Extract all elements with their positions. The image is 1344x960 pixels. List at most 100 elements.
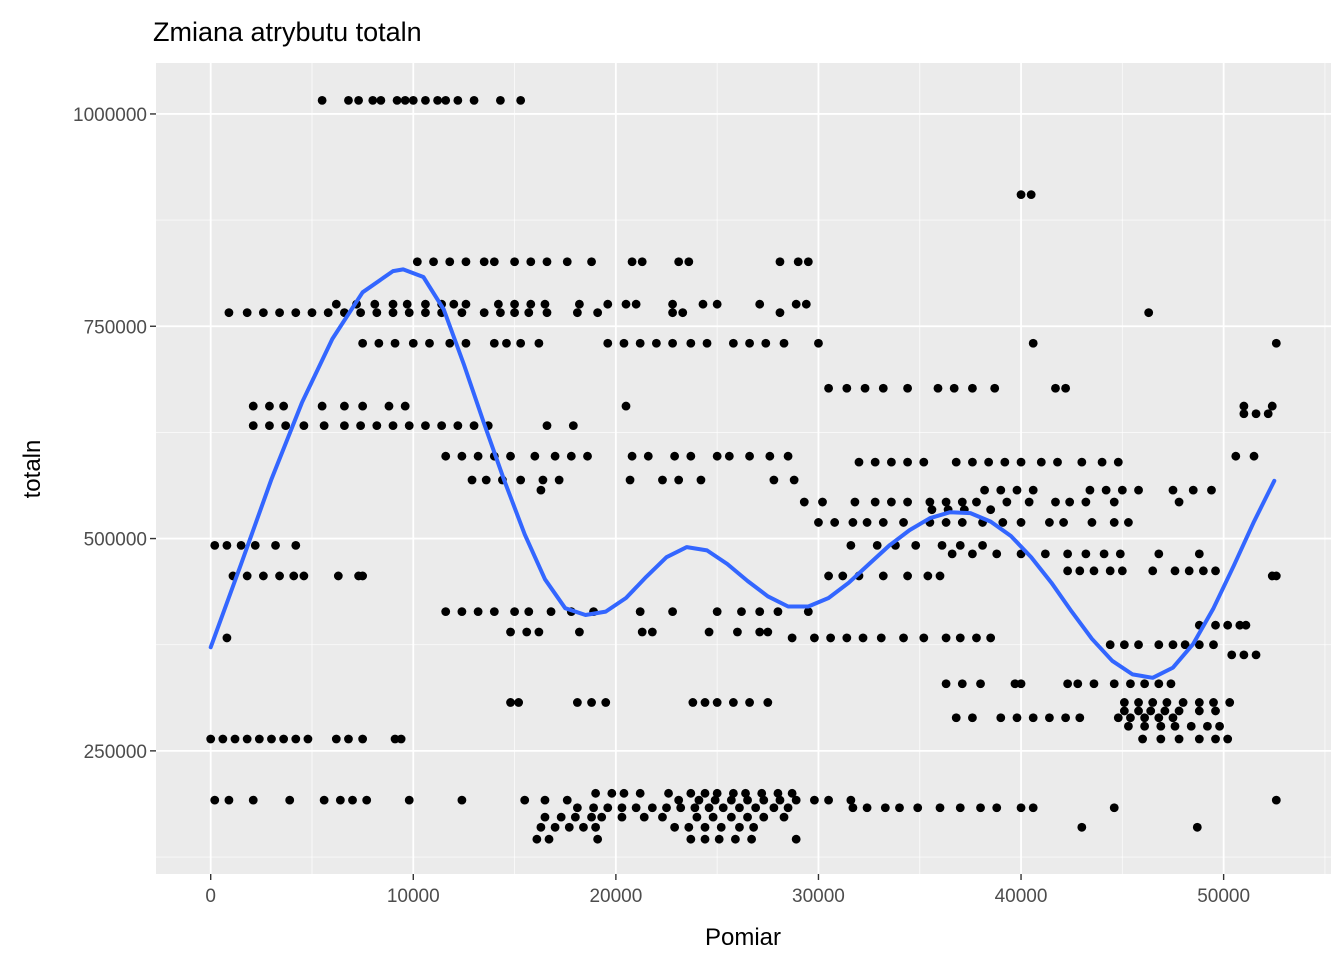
data-point: [842, 383, 852, 393]
data-point: [449, 299, 459, 309]
data-point: [404, 795, 414, 805]
data-point: [388, 299, 398, 309]
scatter-points: [206, 95, 1281, 844]
data-point: [1168, 485, 1178, 495]
data-point: [1126, 713, 1135, 723]
data-point: [514, 698, 524, 707]
data-point: [206, 734, 216, 744]
data-point: [1140, 679, 1150, 689]
data-point: [878, 571, 888, 581]
data-point: [702, 338, 712, 348]
data-point: [818, 497, 827, 507]
data-point: [1051, 383, 1060, 393]
data-point: [686, 451, 696, 461]
data-point: [803, 257, 813, 267]
data-point: [826, 633, 836, 643]
data-point: [1040, 549, 1050, 559]
data-point: [949, 383, 959, 393]
data-point: [299, 421, 309, 431]
data-point: [540, 812, 550, 822]
data-point: [441, 95, 451, 105]
plot-panel: [156, 63, 1331, 874]
data-point: [335, 795, 345, 805]
data-point: [210, 795, 220, 805]
data-point: [254, 734, 264, 744]
data-point: [745, 338, 754, 348]
data-point: [404, 308, 414, 318]
data-point: [1154, 679, 1164, 689]
data-point: [787, 788, 797, 798]
data-point: [481, 475, 491, 485]
data-point: [317, 401, 327, 411]
data-point: [1010, 679, 1020, 689]
data-point: [564, 822, 574, 832]
data-point: [469, 421, 479, 431]
data-point: [712, 607, 722, 616]
x-axis-title: Pomiar: [705, 924, 781, 951]
data-point: [1251, 650, 1261, 660]
data-point: [1016, 679, 1026, 689]
data-point: [467, 475, 477, 485]
data-point: [647, 803, 657, 813]
data-point: [625, 475, 635, 485]
data-point: [587, 812, 596, 822]
data-point: [978, 540, 987, 550]
data-point: [429, 257, 438, 267]
data-point: [1105, 640, 1115, 650]
data-point: [265, 421, 274, 431]
data-point: [1178, 698, 1188, 707]
data-point: [1144, 308, 1154, 318]
data-point: [637, 257, 647, 267]
data-point: [457, 451, 467, 461]
data-point: [530, 451, 540, 461]
data-point: [1148, 566, 1158, 576]
data-point: [372, 308, 382, 318]
data-point: [814, 338, 823, 348]
data-point: [1024, 497, 1034, 507]
data-point: [990, 383, 1000, 393]
data-point: [637, 627, 647, 637]
data-point: [1267, 401, 1277, 411]
data-point: [880, 803, 890, 813]
data-point: [242, 308, 252, 318]
data-point: [1097, 457, 1107, 467]
data-point: [550, 451, 560, 461]
data-point: [1192, 822, 1202, 832]
data-point: [627, 451, 637, 461]
data-point: [224, 795, 234, 805]
data-point: [878, 383, 888, 393]
data-point: [735, 822, 744, 832]
data-point: [210, 540, 220, 550]
data-point: [1063, 679, 1073, 689]
data-point: [1225, 698, 1235, 707]
data-point: [1271, 571, 1281, 581]
data-point: [1174, 734, 1184, 744]
data-point: [668, 308, 677, 318]
data-point: [250, 540, 260, 550]
data-point: [783, 451, 793, 461]
data-point: [651, 338, 661, 348]
data-point: [870, 497, 880, 507]
data-point: [899, 633, 908, 643]
data-point: [396, 734, 406, 744]
data-point: [737, 607, 746, 616]
data-point: [524, 607, 534, 616]
data-point: [433, 95, 442, 105]
data-point: [791, 834, 801, 844]
data-point: [421, 95, 430, 105]
data-point: [911, 540, 921, 550]
data-point: [1211, 706, 1220, 716]
data-point: [698, 299, 708, 309]
data-point: [976, 679, 985, 689]
data-point: [830, 518, 840, 527]
data-point: [759, 812, 769, 822]
data-point: [1188, 485, 1198, 495]
data-point: [218, 734, 228, 744]
data-point: [265, 401, 274, 411]
data-point: [469, 95, 479, 105]
data-point: [968, 549, 977, 559]
data-point: [1012, 713, 1022, 723]
data-point: [704, 627, 714, 637]
data-point: [1061, 383, 1071, 393]
